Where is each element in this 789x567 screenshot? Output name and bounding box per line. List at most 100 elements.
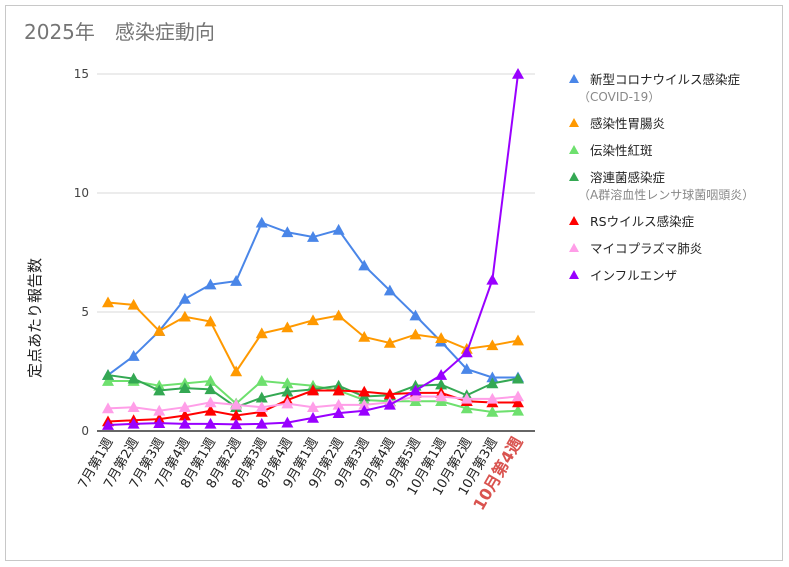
y-axis-label: 定点あたり報告数 <box>26 258 44 378</box>
data-point <box>127 298 140 310</box>
data-point <box>383 284 396 296</box>
data-point <box>178 409 191 421</box>
data-point <box>486 273 499 285</box>
data-point <box>153 384 166 396</box>
legend-item: 伝染性紅斑 <box>569 143 653 158</box>
data-point <box>409 309 422 321</box>
data-point <box>435 378 448 390</box>
legend-label: RSウイルス感染症 <box>590 214 694 229</box>
data-point <box>178 382 191 393</box>
data-point <box>358 330 371 342</box>
data-point <box>178 310 191 322</box>
data-point <box>460 402 473 414</box>
data-point <box>486 371 499 383</box>
data-point <box>281 385 294 397</box>
data-point <box>204 396 217 408</box>
legend-label: 新型コロナウイルス感染症 <box>590 72 740 87</box>
data-point <box>512 404 524 416</box>
data-point <box>383 398 396 410</box>
data-point <box>409 384 422 396</box>
data-point <box>460 363 473 374</box>
data-point <box>204 404 217 416</box>
data-point <box>178 417 191 429</box>
legend-marker <box>569 118 579 127</box>
data-point <box>512 372 524 384</box>
data-point <box>255 401 268 412</box>
y-tick-label: 10 <box>74 186 89 200</box>
data-point <box>102 369 114 380</box>
chart-title: 2025年 感染症動向 <box>24 20 215 44</box>
legend-item: 感染性胃腸炎 <box>569 116 665 131</box>
data-point <box>358 404 371 416</box>
data-point <box>204 383 217 395</box>
data-point <box>102 402 114 414</box>
data-point <box>281 397 294 409</box>
data-point <box>307 231 319 242</box>
data-point <box>435 390 448 402</box>
data-point <box>332 398 345 410</box>
data-point <box>486 405 499 417</box>
y-tick-label: 5 <box>81 305 89 319</box>
data-point <box>512 396 524 408</box>
data-point <box>127 401 140 412</box>
data-point <box>102 375 114 386</box>
data-point <box>358 385 371 397</box>
data-point <box>204 417 217 429</box>
data-point <box>307 401 319 412</box>
data-point <box>255 417 268 429</box>
legend-marker <box>569 216 579 225</box>
data-point <box>383 336 396 348</box>
legend-item: 新型コロナウイルス感染症 （COVID-19） <box>569 72 740 104</box>
data-point <box>383 388 396 399</box>
data-point <box>307 411 319 423</box>
data-point <box>281 377 294 389</box>
legend-label: マイコプラズマ肺炎 <box>590 241 702 256</box>
series-5 <box>102 390 524 416</box>
data-point <box>332 384 345 396</box>
data-point <box>230 398 243 410</box>
data-point <box>460 392 473 404</box>
data-point <box>204 278 217 290</box>
data-point <box>230 409 243 421</box>
data-point <box>332 309 345 321</box>
data-point <box>512 390 524 402</box>
legend-marker <box>569 270 579 279</box>
data-point <box>460 346 473 358</box>
data-point <box>153 325 166 336</box>
legend-item: 溶連菌感染症 （A群溶血性レンサ球菌咽頭炎） <box>569 170 754 202</box>
data-point <box>409 390 422 402</box>
data-point <box>307 384 319 396</box>
legend-label: 溶連菌感染症 <box>590 170 665 185</box>
chart-frame <box>5 5 783 561</box>
data-point <box>281 321 294 333</box>
data-point <box>127 372 140 384</box>
legend-marker <box>569 243 579 252</box>
legend-label: 伝染性紅斑 <box>590 143 653 158</box>
data-point <box>255 375 268 386</box>
data-point <box>512 68 524 79</box>
data-point <box>230 275 243 286</box>
data-point <box>255 327 268 339</box>
data-point <box>230 365 243 377</box>
data-point <box>102 419 114 430</box>
legend-item: インフルエンザ <box>569 268 677 283</box>
legend-marker <box>569 74 579 83</box>
y-tick-label: 15 <box>74 67 89 81</box>
legend-marker <box>569 145 579 154</box>
series-6 <box>102 68 524 430</box>
data-point <box>512 334 524 346</box>
data-point <box>435 332 448 343</box>
series-1 <box>102 296 524 377</box>
legend-item: RSウイルス感染症 <box>569 214 694 229</box>
legend-item: マイコプラズマ肺炎 <box>569 241 702 256</box>
data-point <box>230 418 243 430</box>
data-point <box>332 223 345 235</box>
data-point <box>255 216 268 228</box>
legend-sublabel: （A群溶血性レンサ球菌咽頭炎） <box>578 187 754 202</box>
data-point <box>409 328 422 340</box>
data-point <box>153 404 166 416</box>
data-point <box>358 398 371 410</box>
data-point <box>486 392 499 404</box>
legend-label: インフルエンザ <box>590 268 677 283</box>
